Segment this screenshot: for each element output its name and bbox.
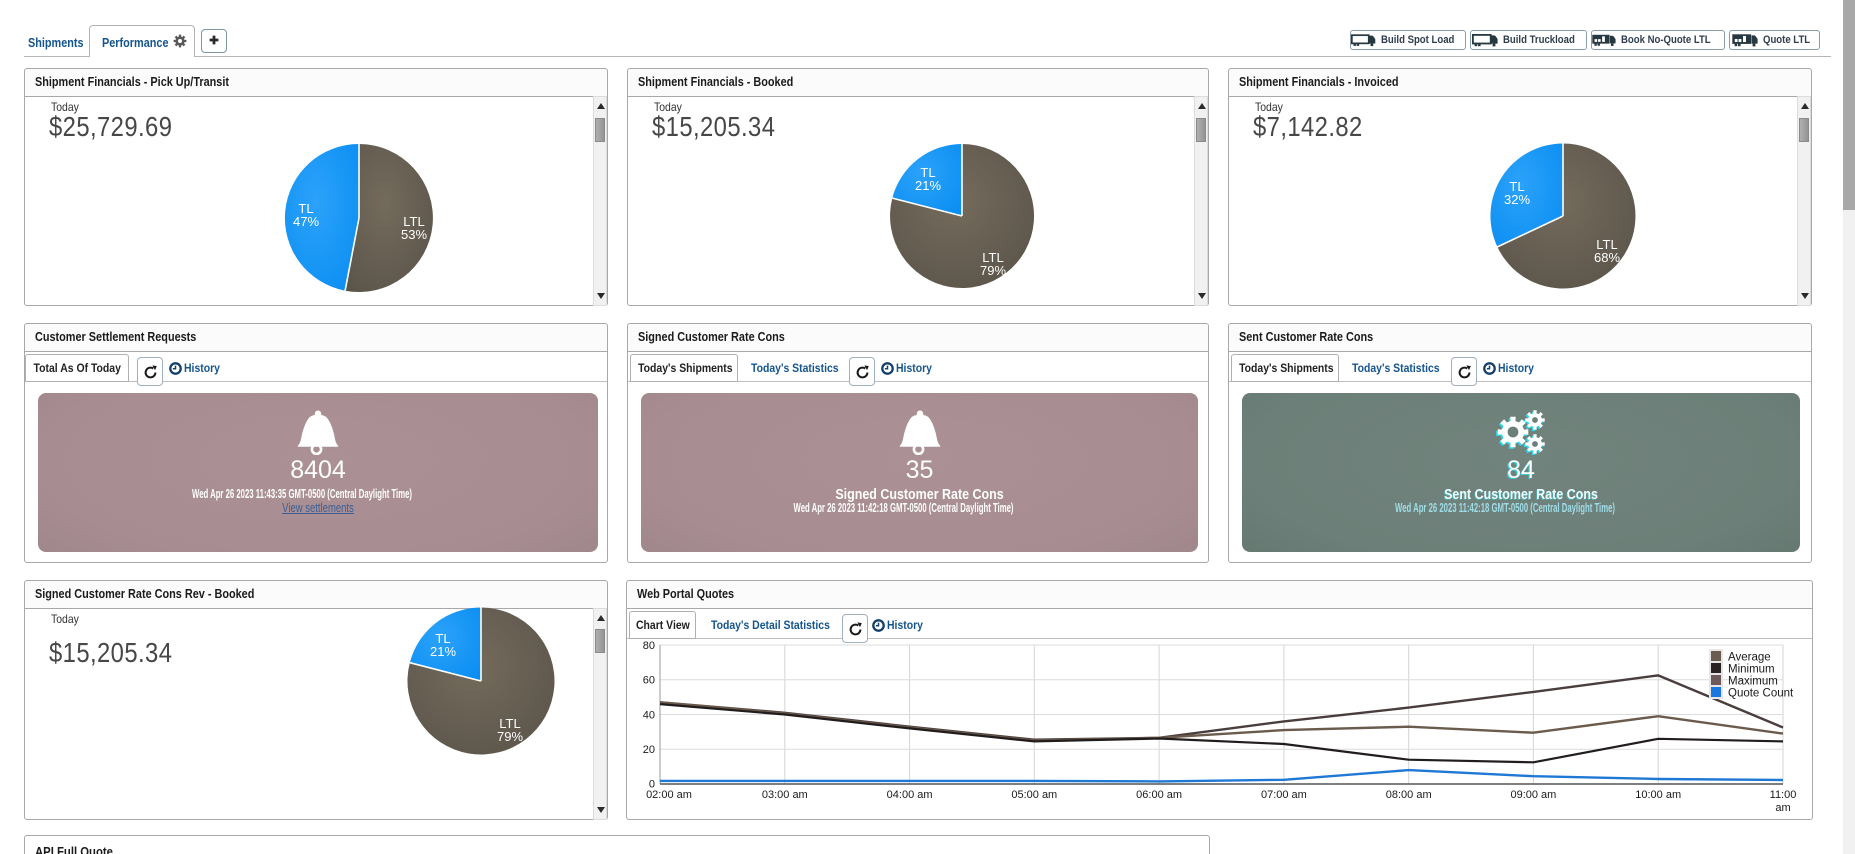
- svg-text:21%: 21%: [430, 644, 456, 659]
- svg-text:0: 0: [649, 779, 655, 791]
- svg-text:68%: 68%: [1594, 250, 1620, 265]
- svg-text:04:00 am: 04:00 am: [887, 789, 933, 801]
- svg-text:60: 60: [643, 675, 655, 687]
- svg-text:20: 20: [643, 744, 655, 756]
- svg-text:40: 40: [643, 709, 655, 721]
- svg-text:TL: TL: [1509, 179, 1524, 194]
- svg-text:06:00 am: 06:00 am: [1136, 789, 1182, 801]
- svg-text:LTL: LTL: [499, 716, 520, 731]
- svg-text:08:00 am: 08:00 am: [1386, 789, 1432, 801]
- svg-text:Average: Average: [1728, 652, 1771, 664]
- svg-text:21%: 21%: [915, 178, 941, 193]
- svg-text:79%: 79%: [497, 729, 523, 744]
- svg-text:03:00 am: 03:00 am: [762, 789, 808, 801]
- svg-text:11:00: 11:00: [1770, 789, 1797, 801]
- svg-text:LTL: LTL: [403, 214, 424, 229]
- svg-text:TL: TL: [298, 201, 313, 216]
- svg-text:am: am: [1775, 802, 1790, 814]
- svg-text:Maximum: Maximum: [1728, 676, 1778, 688]
- svg-text:10:00 am: 10:00 am: [1635, 789, 1681, 801]
- svg-text:02:00 am: 02:00 am: [646, 789, 692, 801]
- svg-text:53%: 53%: [401, 227, 427, 242]
- svg-text:47%: 47%: [293, 214, 319, 229]
- svg-text:TL: TL: [435, 631, 450, 646]
- svg-text:LTL: LTL: [982, 250, 1003, 265]
- svg-text:79%: 79%: [980, 263, 1006, 278]
- svg-text:05:00 am: 05:00 am: [1011, 789, 1057, 801]
- svg-text:LTL: LTL: [1596, 237, 1617, 252]
- svg-text:07:00 am: 07:00 am: [1261, 789, 1307, 801]
- svg-text:Quote Count: Quote Count: [1728, 688, 1794, 700]
- svg-text:80: 80: [643, 640, 655, 652]
- svg-text:Minimum: Minimum: [1728, 664, 1775, 676]
- svg-text:09:00 am: 09:00 am: [1510, 789, 1556, 801]
- svg-text:32%: 32%: [1504, 192, 1530, 207]
- svg-text:TL: TL: [920, 165, 935, 180]
